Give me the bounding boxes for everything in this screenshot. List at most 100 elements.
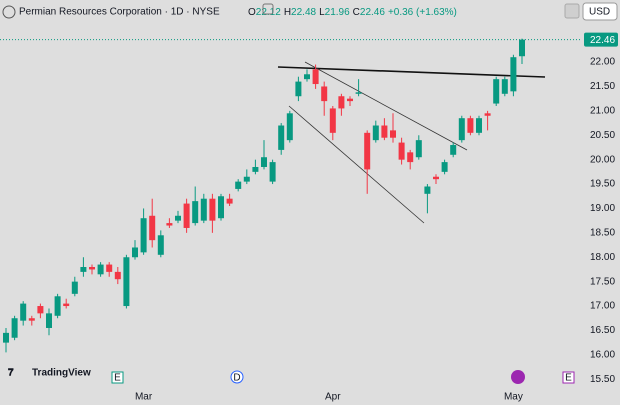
ohlc-key: L [319, 7, 325, 18]
candle-body [347, 98, 353, 102]
candle-body [312, 69, 319, 85]
earnings-label: E [565, 373, 572, 384]
candle-body [71, 281, 78, 294]
candle-body [243, 176, 250, 182]
wedge-lower-line[interactable] [288, 105, 425, 224]
candle-body [106, 264, 113, 272]
screenshot-button[interactable] [564, 3, 580, 19]
candle-body [467, 118, 474, 133]
candle-body [54, 296, 61, 316]
dividend-marker[interactable] [230, 370, 244, 384]
x-tick-label: Mar [135, 392, 153, 403]
candle-body [269, 162, 276, 182]
candle-body [295, 81, 302, 97]
x-tick-label: May [504, 392, 523, 403]
candle-body [192, 201, 199, 224]
y-tick-label: 17.00 [590, 301, 615, 312]
last-price-label: 22.46 [590, 35, 615, 46]
ohlc-legend: O22.12 H22.48 L21.96 C22.46 +0.36 (+1.63%) [248, 7, 457, 18]
brand-logo: 𝟕 [8, 368, 14, 379]
symbol-icon [2, 5, 16, 19]
y-tick-label: 15.50 [590, 374, 615, 385]
candle-body [424, 186, 431, 194]
candle-body [261, 157, 267, 167]
ohlc-key: O [248, 7, 256, 18]
candle-body [183, 203, 190, 228]
candle-body [3, 332, 9, 343]
candle-body [441, 162, 448, 172]
candle-body [407, 152, 414, 163]
split-marker[interactable] [511, 370, 525, 384]
x-tick-label: Apr [325, 392, 341, 403]
currency-label: USD [589, 7, 610, 18]
y-tick-label: 20.50 [590, 130, 615, 141]
candle-body [415, 140, 422, 158]
resistance-line[interactable] [277, 66, 546, 78]
ohlc-value: 21.96 [325, 7, 350, 18]
candle-body [114, 271, 121, 280]
price-axis [582, 22, 620, 388]
candle-body [149, 215, 156, 241]
y-tick-label: 16.00 [590, 349, 615, 360]
y-tick-label: 19.00 [590, 203, 615, 214]
candle-body [209, 198, 216, 221]
y-tick-label: 22.00 [590, 57, 615, 68]
candle-body [218, 196, 224, 219]
candle-body [390, 130, 396, 138]
candle-body [123, 257, 130, 307]
candle-body [286, 113, 293, 141]
candle-body [175, 215, 181, 221]
wedge-upper-line[interactable] [304, 61, 468, 151]
ohlc-value: 22.48 [291, 7, 316, 18]
candle-body [200, 198, 207, 221]
candle-body [89, 267, 95, 270]
candle-body [398, 142, 405, 160]
symbol-title: Permian Resources Corporation · 1D · NYS… [19, 7, 220, 18]
candle-body [458, 118, 465, 141]
earnings-marker[interactable] [562, 371, 575, 384]
candle-body [364, 132, 371, 170]
candle-body [304, 74, 310, 80]
candle-body [493, 79, 500, 104]
candle-body [157, 235, 164, 255]
candle-body [519, 39, 525, 57]
y-tick-label: 16.50 [590, 325, 615, 336]
candle-body [97, 264, 104, 275]
change-value: +0.36 (+1.63%) [388, 7, 457, 18]
y-tick-label: 21.50 [590, 81, 615, 92]
candle-body [46, 313, 52, 328]
candle-body [329, 108, 336, 133]
candle-body [235, 181, 242, 189]
candle-body [321, 86, 328, 102]
last-price-tag [584, 32, 618, 47]
y-tick-label: 17.50 [590, 276, 615, 287]
earnings-label: E [114, 373, 121, 384]
ohlc-key: C [353, 7, 360, 18]
candle-body [37, 306, 44, 314]
candle-body [80, 267, 87, 272]
brand-name: TradingView [32, 368, 91, 379]
ohlc-key: H [284, 7, 291, 18]
candle-body [338, 96, 345, 109]
currency-button[interactable] [582, 2, 618, 21]
candle-body [433, 176, 439, 180]
candle-body [132, 247, 138, 258]
candle-body [501, 79, 508, 94]
candle-body [252, 166, 259, 172]
candle-body [166, 223, 173, 226]
candle-body [484, 113, 491, 116]
y-tick-label: 19.50 [590, 179, 615, 190]
candle-body [20, 303, 27, 321]
candle-body [381, 125, 388, 138]
candle-body [450, 145, 457, 155]
candle-body [278, 125, 285, 150]
earnings-marker[interactable] [111, 371, 124, 384]
y-tick-label: 18.50 [590, 227, 615, 238]
settings-icon[interactable] [262, 3, 274, 15]
candle-body [372, 125, 379, 141]
y-tick-label: 20.00 [590, 154, 615, 165]
candle-body [28, 318, 35, 321]
